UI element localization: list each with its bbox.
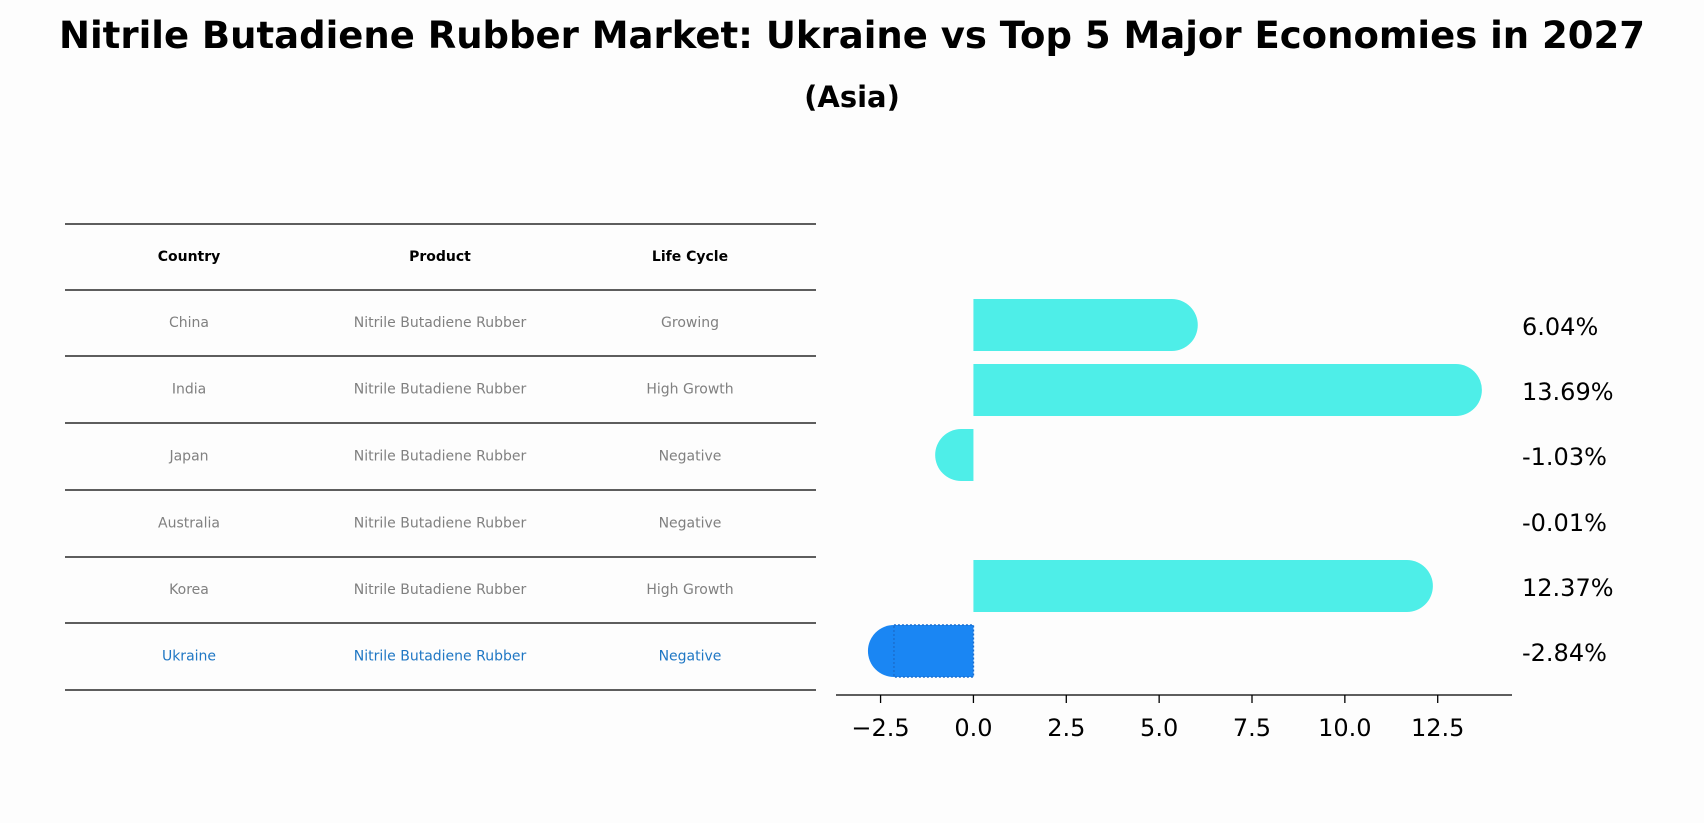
- table-cell: High Growth: [646, 382, 733, 398]
- table-cell: Korea: [169, 582, 209, 598]
- x-tick-label: 10.0: [1318, 714, 1371, 742]
- x-tick-label: 2.5: [1047, 714, 1085, 742]
- value-label: 6.04%: [1522, 313, 1598, 341]
- table-cell: India: [172, 382, 206, 398]
- highlight-bar-outline: [893, 624, 975, 678]
- value-label: -0.01%: [1522, 509, 1607, 537]
- table-header-cell: Life Cycle: [652, 249, 728, 265]
- table-cell: Growing: [661, 315, 719, 331]
- bar-korea: [973, 560, 1433, 612]
- bar-japan: [935, 429, 974, 481]
- bar-chart: 6.04% 13.69% -1.03% -0.01% 12.37% -2.84% −2.5 0…: [836, 299, 1614, 742]
- bar-ukraine: [867, 625, 974, 677]
- value-label: -1.03%: [1522, 443, 1607, 471]
- table-cell: Nitrile Butadiene Rubber: [354, 649, 527, 665]
- value-label: -2.84%: [1522, 639, 1607, 667]
- table-cell: Nitrile Butadiene Rubber: [354, 382, 527, 398]
- table-header-cell: Country: [158, 249, 221, 265]
- x-tick-label: 12.5: [1411, 714, 1464, 742]
- chart-subtitle: (Asia): [804, 80, 900, 114]
- chart-title: Nitrile Butadiene Rubber Market: Ukraine…: [59, 14, 1645, 57]
- table-cell: Negative: [659, 449, 722, 465]
- data-table: Country Product Life Cycle China Nitrile But…: [65, 223, 816, 691]
- table-cell: Negative: [659, 649, 722, 665]
- x-tick-label: 7.5: [1233, 714, 1271, 742]
- table-cell: Ukraine: [162, 649, 216, 665]
- table-cell: High Growth: [646, 582, 733, 598]
- table-header-cell: Product: [409, 249, 471, 265]
- table-cell: Nitrile Butadiene Rubber: [354, 516, 527, 532]
- table-cell: Nitrile Butadiene Rubber: [354, 449, 527, 465]
- table-cell: China: [169, 315, 209, 331]
- table-cell: Nitrile Butadiene Rubber: [354, 582, 527, 598]
- table-cell: Japan: [168, 449, 208, 465]
- value-label: 13.69%: [1522, 378, 1614, 406]
- table-cell: Australia: [158, 516, 220, 532]
- table-cell: Nitrile Butadiene Rubber: [354, 315, 527, 331]
- value-label: 12.37%: [1522, 574, 1614, 602]
- bar-india: [973, 364, 1482, 416]
- table-cell: Negative: [659, 516, 722, 532]
- x-tick-label: 0.0: [954, 714, 992, 742]
- x-tick-label: −2.5: [851, 714, 909, 742]
- bar-china: [973, 299, 1198, 351]
- x-tick-label: 5.0: [1140, 714, 1178, 742]
